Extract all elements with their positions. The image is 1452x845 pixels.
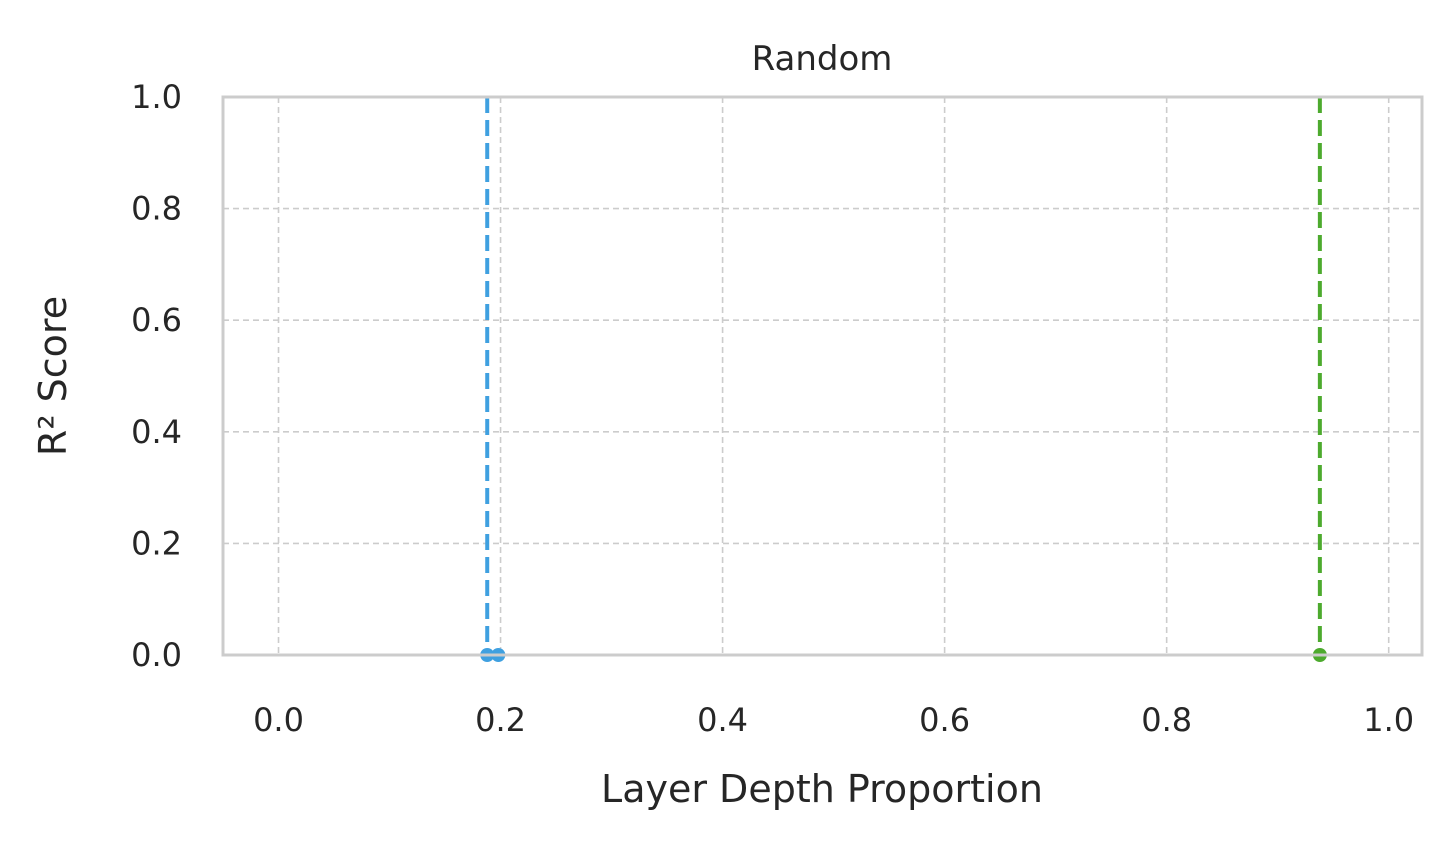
y-tick-label: 0.8 xyxy=(131,190,182,228)
grid xyxy=(223,96,1422,656)
x-tick-label: 0.2 xyxy=(475,701,526,739)
x-axis-ticks: 0.0 0.2 0.4 0.6 0.8 1.0 xyxy=(253,701,1414,739)
x-tick-label: 0.6 xyxy=(919,701,970,739)
x-tick-label: 1.0 xyxy=(1363,701,1414,739)
y-axis-ticks: 0.0 0.2 0.4 0.6 0.8 1.0 xyxy=(131,78,182,674)
x-tick-label: 0.0 xyxy=(253,701,304,739)
y-tick-label: 0.6 xyxy=(131,301,182,339)
plot-frame xyxy=(221,95,1424,657)
y-tick-label: 1.0 xyxy=(131,78,182,116)
y-tick-label: 0.0 xyxy=(131,636,182,674)
x-axis-title: Layer Depth Proportion xyxy=(601,767,1043,811)
y-tick-label: 0.2 xyxy=(131,524,182,562)
x-tick-label: 0.4 xyxy=(697,701,748,739)
y-tick-label: 0.4 xyxy=(131,413,182,451)
y-axis-title: R² Score xyxy=(31,296,75,456)
reference-lines xyxy=(485,97,1322,655)
chart-title: Random xyxy=(752,39,893,79)
x-tick-label: 0.8 xyxy=(1141,701,1192,739)
